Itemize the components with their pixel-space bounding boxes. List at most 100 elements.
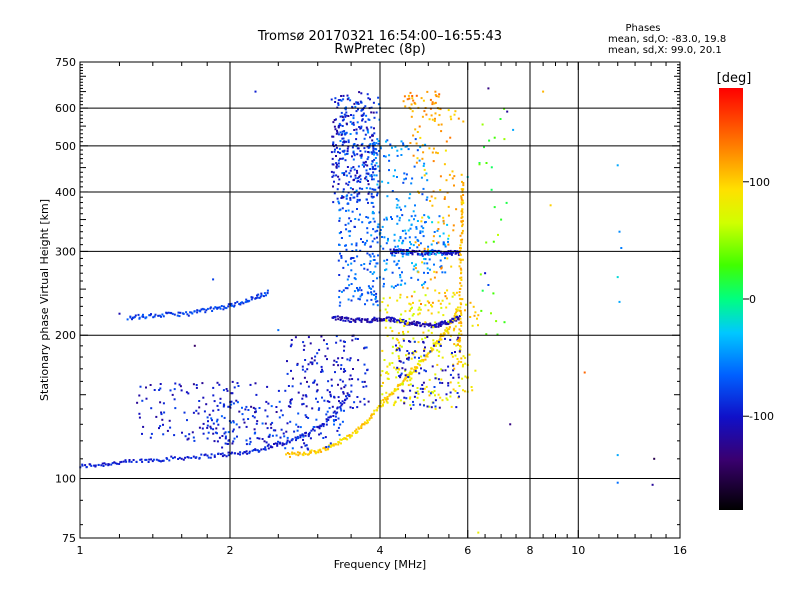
- cluster-point: [474, 311, 477, 314]
- cluster-point: [352, 143, 355, 146]
- cluster-point: [185, 391, 188, 394]
- cluster-point: [343, 172, 346, 174]
- cluster-point: [367, 131, 370, 134]
- cluster-point: [360, 125, 363, 128]
- cluster-point: [421, 387, 424, 390]
- cluster-point: [367, 118, 370, 121]
- trace-point: [426, 352, 429, 355]
- cluster-point: [350, 114, 352, 116]
- cluster-point: [212, 409, 215, 412]
- cluster-point: [430, 195, 433, 198]
- cluster-point: [373, 237, 376, 240]
- cluster-point: [253, 416, 256, 419]
- cluster-point: [417, 313, 420, 316]
- phases-heading: Phases: [625, 23, 660, 34]
- trace-point: [204, 453, 207, 456]
- cluster-point: [391, 345, 394, 348]
- cluster-point: [437, 221, 440, 224]
- cluster-point: [453, 175, 456, 178]
- isolated-point: [500, 218, 503, 221]
- cluster-point: [174, 407, 177, 410]
- cluster-point: [383, 259, 386, 262]
- cluster-point: [428, 249, 431, 252]
- cluster-point: [266, 385, 269, 388]
- cluster-point: [457, 336, 460, 339]
- trace-point: [161, 313, 164, 316]
- trace-point: [425, 323, 428, 326]
- cluster-point: [337, 364, 340, 367]
- trace-point: [337, 318, 340, 321]
- cluster-point: [347, 145, 350, 148]
- cluster-point: [331, 135, 334, 138]
- cluster-point: [402, 330, 404, 333]
- trace-point: [339, 406, 342, 409]
- cluster-point: [421, 230, 424, 233]
- trace-point: [410, 373, 413, 376]
- cluster-point: [471, 324, 474, 327]
- trace-point: [347, 317, 350, 320]
- cluster-point: [461, 365, 464, 368]
- trace-point: [450, 253, 453, 256]
- trace-point: [191, 312, 194, 315]
- cluster-point: [371, 160, 374, 163]
- cluster-point: [490, 312, 492, 315]
- trace-point: [428, 351, 431, 354]
- cluster-point: [356, 195, 359, 198]
- cluster-point: [450, 265, 453, 268]
- cluster-point: [432, 235, 435, 238]
- trace-point: [397, 251, 400, 254]
- cluster-point: [434, 112, 437, 115]
- cluster-point: [364, 242, 367, 244]
- cluster-point: [437, 95, 440, 98]
- cluster-point: [360, 143, 363, 146]
- cluster-point: [284, 447, 287, 450]
- cluster-point: [264, 422, 267, 425]
- trace-point: [405, 320, 407, 323]
- cluster-point: [444, 149, 447, 152]
- cluster-point: [374, 298, 377, 301]
- cluster-point: [338, 202, 341, 205]
- trace-point: [239, 453, 241, 456]
- trace-point: [374, 319, 376, 322]
- cluster-point: [421, 115, 424, 118]
- isolated-point: [512, 128, 515, 131]
- cluster-point: [339, 99, 342, 101]
- trace-point: [386, 395, 389, 398]
- cluster-point: [411, 262, 413, 265]
- cluster-point: [269, 423, 272, 426]
- cluster-point: [347, 97, 350, 100]
- cluster-point: [420, 97, 423, 100]
- cluster-point: [428, 147, 431, 150]
- cluster-point: [366, 268, 369, 271]
- cluster-point: [304, 444, 307, 447]
- cluster-point: [332, 201, 335, 204]
- cluster-point: [395, 344, 397, 347]
- trace-point: [361, 318, 364, 320]
- trace-point: [116, 462, 119, 465]
- cluster-point: [337, 175, 340, 178]
- cluster-point: [385, 262, 388, 265]
- cluster-point: [437, 342, 439, 345]
- trace-point: [335, 412, 338, 415]
- cluster-point: [358, 192, 361, 195]
- cluster-point: [338, 304, 341, 307]
- cluster-point: [340, 197, 343, 199]
- isolated-point: [277, 329, 280, 332]
- cluster-point: [149, 384, 152, 386]
- trace-point: [417, 362, 420, 365]
- cluster-point: [424, 346, 426, 349]
- trace-point: [360, 319, 363, 322]
- cluster-point: [336, 106, 339, 109]
- cluster-point: [332, 185, 334, 188]
- trace-point: [239, 301, 242, 304]
- cluster-point: [326, 400, 329, 403]
- cluster-point: [361, 187, 364, 190]
- trace-point: [332, 316, 335, 319]
- trace-point: [200, 453, 203, 456]
- trace-point: [250, 296, 253, 299]
- cluster-point: [412, 154, 415, 157]
- trace-point: [266, 289, 269, 292]
- cluster-point: [340, 409, 343, 412]
- cluster-point: [409, 227, 412, 230]
- trace-point: [148, 314, 151, 317]
